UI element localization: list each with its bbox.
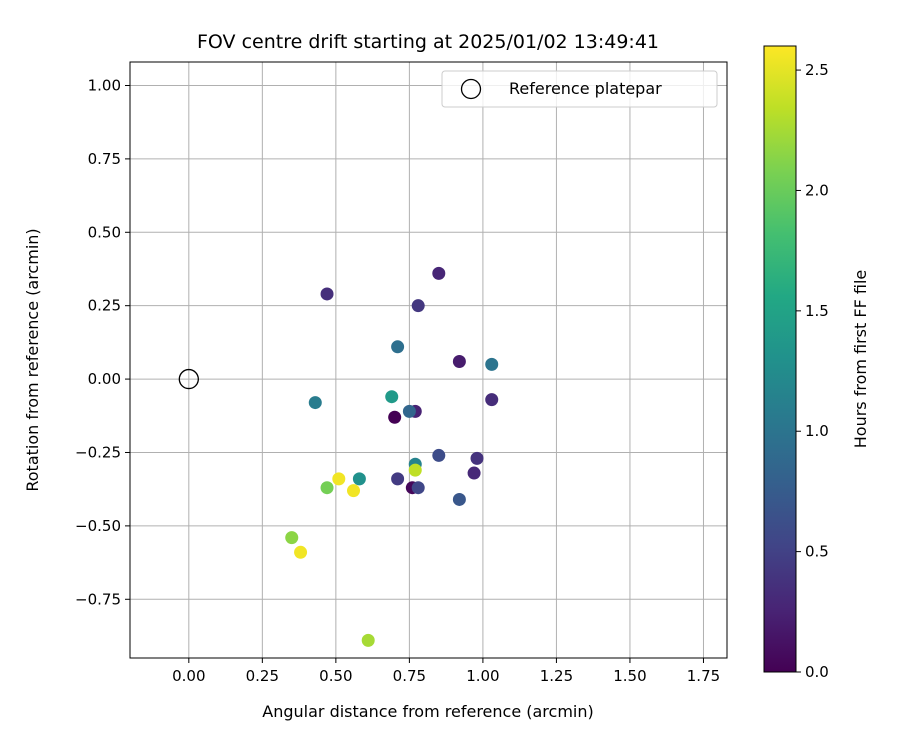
data-point (432, 448, 446, 462)
data-point (385, 390, 399, 404)
legend-hollow-circle-icon (460, 78, 482, 100)
y-axis-label: Rotation from reference (arcmin) (23, 228, 42, 491)
x-axis-label: Angular distance from reference (arcmin) (262, 702, 593, 721)
y-tick-label: −0.50 (75, 517, 121, 535)
colorbar-tick-label: 1.0 (805, 422, 829, 440)
x-tick-label: 1.75 (687, 667, 720, 685)
y-tick-label: 0.50 (88, 223, 121, 241)
colorbar-tick-label: 1.5 (805, 302, 829, 320)
data-point (361, 633, 375, 647)
legend-label-reference-platepar: Reference platepar (509, 79, 662, 98)
chart-title: FOV centre drift starting at 2025/01/02 … (197, 31, 659, 53)
legend: Reference platepar (441, 70, 718, 108)
data-point (391, 472, 405, 486)
x-tick-label: 0.75 (393, 667, 426, 685)
x-tick-label: 0.50 (319, 667, 352, 685)
x-tick-label: 0.00 (172, 667, 205, 685)
data-point (411, 299, 425, 313)
x-axis-ticks: 0.00 0.25 0.50 0.75 1.00 1.25 1.50 1.75 (172, 658, 720, 685)
data-point (485, 393, 499, 407)
colorbar-gradient (763, 45, 797, 673)
colorbar-tick-label: 2.5 (805, 61, 829, 79)
y-tick-label: 1.00 (88, 76, 121, 94)
data-point (452, 492, 466, 506)
data-point (320, 287, 334, 301)
data-point (452, 354, 466, 368)
legend-box (441, 70, 718, 108)
colorbar-ticks: 0.0 0.5 1.0 1.5 2.0 2.5 (796, 61, 829, 681)
data-point (402, 404, 416, 418)
colorbar-tick-label: 2.0 (805, 181, 829, 199)
y-tick-label: −0.25 (75, 443, 121, 461)
data-points (285, 266, 499, 647)
data-point (432, 266, 446, 280)
data-point (485, 357, 499, 371)
colorbar-tick-label: 0.5 (805, 543, 829, 561)
y-tick-label: 0.75 (88, 150, 121, 168)
data-point (347, 484, 361, 498)
data-point (352, 472, 366, 486)
y-tick-label: 0.25 (88, 297, 121, 315)
colorbar-tick-label: 0.0 (805, 663, 829, 681)
data-point (332, 472, 346, 486)
data-point (470, 451, 484, 465)
data-point (391, 340, 405, 354)
reference-marker-layer (178, 368, 199, 390)
y-tick-label: −0.75 (75, 590, 121, 608)
x-tick-label: 1.00 (466, 667, 499, 685)
data-point (388, 410, 402, 424)
x-tick-label: 1.50 (613, 667, 646, 685)
data-point (467, 466, 481, 480)
data-point (294, 545, 308, 559)
data-point (320, 481, 334, 495)
y-tick-label: 0.00 (88, 370, 121, 388)
plot-frame (129, 61, 728, 659)
data-point (285, 531, 299, 545)
y-axis-ticks: −0.75 −0.50 −0.25 0.00 0.25 0.50 0.75 1.00 (75, 76, 130, 608)
x-tick-label: 0.25 (246, 667, 279, 685)
colorbar: 0.0 0.5 1.0 1.5 2.0 2.5 Hours from first FF f… (763, 45, 870, 681)
data-point (411, 481, 425, 495)
grid-lines (130, 62, 727, 658)
colorbar-label: Hours from first FF file (851, 270, 870, 449)
data-point (408, 463, 422, 477)
x-tick-label: 1.25 (540, 667, 573, 685)
data-point (308, 396, 322, 410)
reference-point-marker (178, 368, 199, 390)
